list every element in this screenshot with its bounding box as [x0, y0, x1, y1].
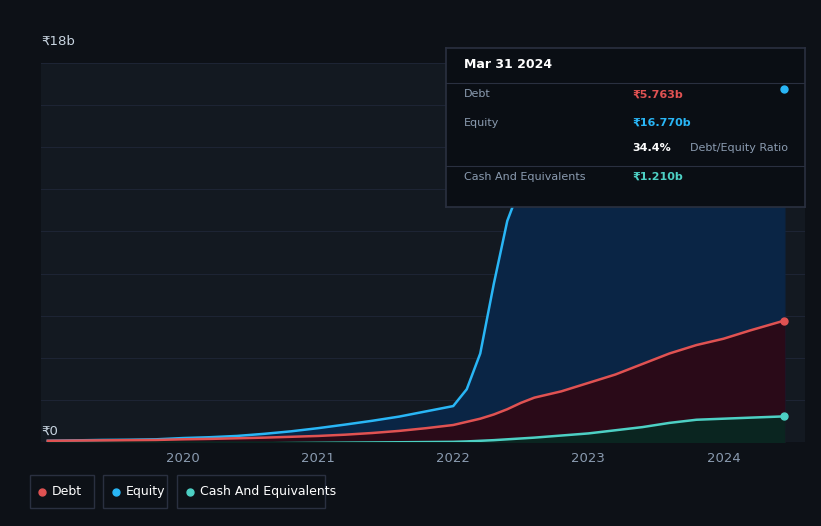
FancyBboxPatch shape — [30, 476, 94, 508]
Text: Equity: Equity — [126, 485, 165, 498]
Text: Cash And Equivalents: Cash And Equivalents — [200, 485, 336, 498]
Text: ₹18b: ₹18b — [41, 35, 75, 48]
FancyBboxPatch shape — [103, 476, 167, 508]
Text: ₹0: ₹0 — [41, 425, 58, 438]
FancyBboxPatch shape — [177, 476, 325, 508]
Text: Debt: Debt — [52, 485, 82, 498]
